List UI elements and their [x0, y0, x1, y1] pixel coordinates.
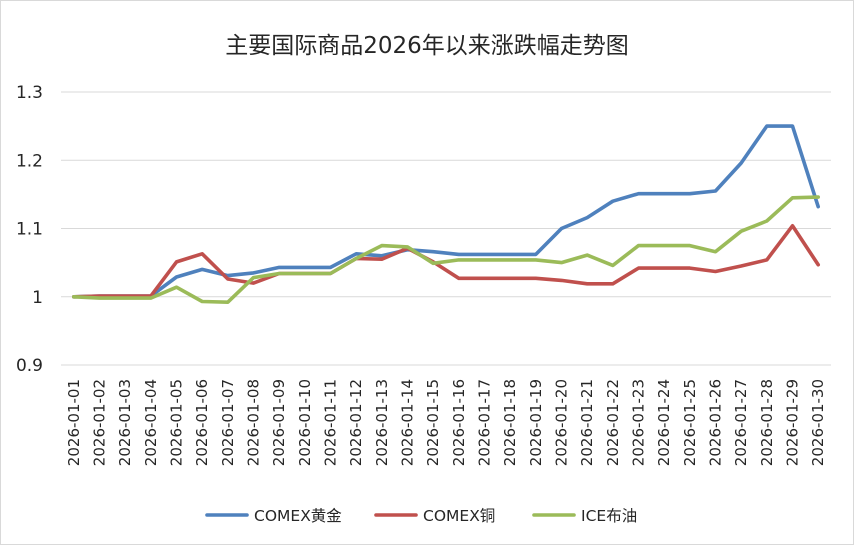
x-tick-label: 2026-01-20 [553, 379, 571, 466]
x-tick-label: 2026-01-13 [373, 379, 391, 466]
x-tick-label: 2026-01-29 [784, 379, 802, 466]
y-tick-label: 0.9 [16, 356, 43, 376]
x-tick-label: 2026-01-05 [168, 379, 186, 466]
y-tick-label: 1.2 [16, 151, 43, 171]
x-tick-label: 2026-01-09 [270, 379, 288, 466]
x-tick-label: 2026-01-07 [219, 379, 237, 466]
x-tick-label: 2026-01-12 [347, 379, 365, 466]
x-tick-label: 2026-01-06 [193, 379, 211, 466]
x-tick-label: 2026-01-14 [399, 379, 417, 466]
x-tick-label: 2026-01-27 [732, 379, 750, 466]
legend: COMEX黄金 COMEX铜 ICE布油 [205, 507, 637, 525]
x-tick-label: 2026-01-03 [116, 379, 134, 466]
x-tick-label: 2026-01-23 [630, 379, 648, 466]
series-line-1 [72, 224, 821, 299]
x-tick-label: 2026-01-18 [501, 379, 519, 466]
x-tick-label: 2026-01-11 [322, 379, 340, 466]
series-lines [72, 124, 821, 305]
legend-label: COMEX黄金 [254, 507, 342, 525]
x-tick-label: 2026-01-19 [527, 379, 545, 466]
y-axis-ticks: 0.9 1 1.1 1.2 1.3 [16, 83, 43, 376]
x-tick-label: 2026-01-17 [476, 379, 494, 466]
x-tick-label: 2026-01-16 [450, 379, 468, 466]
x-tick-label: 2026-01-30 [809, 379, 827, 466]
x-tick-label: 2026-01-22 [604, 379, 622, 466]
x-tick-label: 2026-01-26 [707, 379, 725, 466]
series-line-0 [72, 124, 821, 299]
x-tick-label: 2026-01-24 [655, 379, 673, 466]
x-tick-label: 2026-01-04 [142, 379, 160, 466]
legend-label: ICE布油 [581, 507, 637, 525]
x-axis-ticks: 2026-01-01 2026-01-02 2026-01-03 2026-01-04… [65, 379, 827, 466]
x-tick-label: 2026-01-28 [758, 379, 776, 466]
chart-title: 主要国际商品2026年以来涨跌幅走势图 [225, 33, 629, 59]
y-tick-label: 1 [32, 288, 43, 308]
legend-label: COMEX铜 [423, 507, 495, 525]
y-tick-label: 1.1 [16, 220, 43, 240]
x-tick-label: 2026-01-21 [578, 379, 596, 466]
x-tick-label: 2026-01-15 [424, 379, 442, 466]
series-line-2 [72, 195, 821, 305]
x-tick-label: 2026-01-10 [296, 379, 314, 466]
gridlines [61, 91, 831, 366]
y-tick-label: 1.3 [16, 83, 43, 103]
x-tick-label: 2026-01-08 [245, 379, 263, 466]
x-tick-label: 2026-01-02 [91, 379, 109, 466]
x-tick-label: 2026-01-25 [681, 379, 699, 466]
x-tick-label: 2026-01-01 [65, 379, 83, 466]
